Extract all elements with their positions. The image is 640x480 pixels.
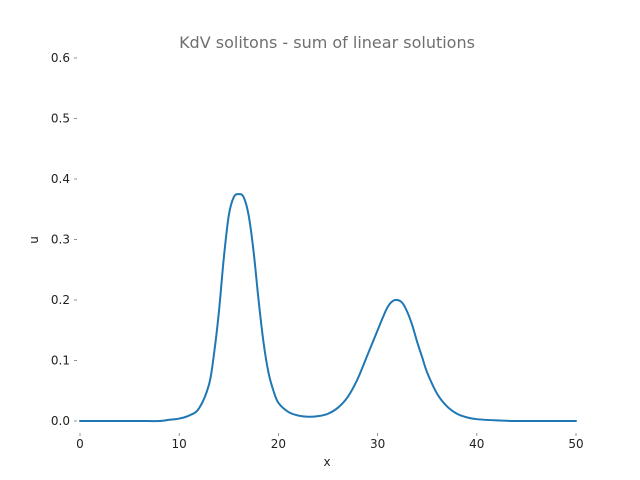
data-point (391, 300, 393, 302)
data-point (327, 413, 329, 415)
data-point (168, 419, 170, 421)
data-point (575, 420, 577, 422)
data-point (272, 390, 274, 392)
data-point (178, 418, 180, 420)
data-point (243, 196, 245, 198)
data-point (188, 415, 190, 417)
x-tick-label: 20 (271, 437, 286, 451)
data-point (555, 420, 557, 422)
data-point (416, 341, 418, 343)
data-point (79, 420, 81, 422)
y-tick-label: 0.4 (51, 172, 70, 186)
data-point (158, 420, 160, 422)
data-point (367, 353, 369, 355)
data-point (223, 257, 225, 259)
data-point (277, 402, 279, 404)
data-point (218, 311, 220, 313)
data-point (258, 299, 260, 301)
y-tick-label: 0.2 (51, 293, 70, 307)
data-point (406, 311, 408, 313)
y-axis-label: u (27, 236, 41, 244)
x-tick-label: 10 (172, 437, 187, 451)
data-point (496, 419, 498, 421)
data-point (456, 413, 458, 415)
data-point (535, 420, 537, 422)
data-point (119, 420, 121, 422)
data-line (79, 193, 577, 423)
data-point (387, 306, 389, 308)
data-point (213, 353, 215, 355)
data-point (248, 214, 250, 216)
y-tick-label: 0.6 (51, 51, 70, 65)
chart-title: KdV solitons - sum of linear solutions (179, 33, 475, 52)
x-tick-label: 30 (370, 437, 385, 451)
data-point (238, 193, 240, 195)
data-point (347, 396, 349, 398)
data-point (476, 418, 478, 420)
data-point (233, 196, 235, 198)
y-tick-label: 0.0 (51, 414, 70, 428)
data-point (198, 407, 200, 409)
data-point (297, 415, 299, 417)
y-axis: 0.0 0.1 0.2 0.3 0.4 0.5 0.6 (51, 51, 77, 428)
data-point (357, 378, 359, 380)
data-point (307, 416, 309, 418)
data-point (466, 416, 468, 418)
data-point (436, 393, 438, 395)
data-point (382, 317, 384, 319)
y-tick-label: 0.5 (51, 112, 70, 126)
x-axis: 0 10 20 30 40 50 (76, 433, 584, 451)
data-point (337, 407, 339, 409)
data-point (228, 214, 230, 216)
data-point (446, 405, 448, 407)
data-point (377, 329, 379, 331)
data-point (421, 356, 423, 358)
data-point (208, 384, 210, 386)
data-point (411, 324, 413, 326)
data-point (267, 372, 269, 374)
x-tick-label: 0 (76, 437, 84, 451)
data-point (317, 415, 319, 417)
data-point (139, 420, 141, 422)
x-tick-label: 40 (469, 437, 484, 451)
data-point (401, 302, 403, 304)
data-point (515, 420, 517, 422)
data-point (263, 341, 265, 343)
data-point (396, 299, 398, 301)
data-point (99, 420, 101, 422)
y-tick-label: 0.1 (51, 354, 70, 368)
data-point (253, 251, 255, 253)
data-point (426, 372, 428, 374)
data-points (79, 193, 577, 422)
data-point (287, 411, 289, 413)
x-tick-label: 50 (568, 437, 583, 451)
y-tick-label: 0.3 (51, 233, 70, 247)
x-axis-label: x (323, 455, 330, 469)
